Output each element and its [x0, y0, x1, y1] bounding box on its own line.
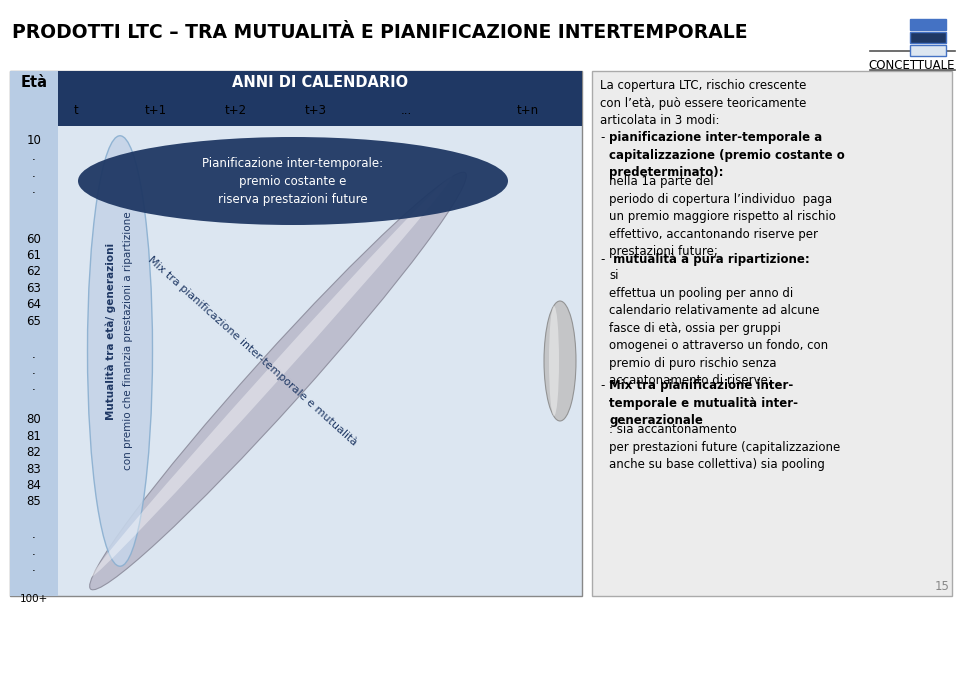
Text: t+2: t+2 — [225, 104, 247, 117]
Text: 100+: 100+ — [20, 594, 48, 604]
Text: 84: 84 — [27, 479, 41, 492]
Ellipse shape — [91, 176, 453, 577]
Text: 83: 83 — [27, 462, 41, 475]
Bar — [58, 71, 582, 126]
Text: t+3: t+3 — [305, 104, 327, 117]
Bar — [910, 32, 946, 43]
Text: t+n: t+n — [516, 104, 540, 117]
Text: 81: 81 — [27, 430, 41, 443]
Text: : sia accantonamento
per prestazioni future (capitalizzazione
anche su base coll: : sia accantonamento per prestazioni fut… — [609, 423, 840, 471]
Ellipse shape — [544, 301, 576, 421]
Text: nella 1a parte del
periodo di copertura l’individuo  paga
un premio maggiore ris: nella 1a parte del periodo di copertura … — [609, 175, 836, 258]
Text: 61: 61 — [27, 249, 41, 262]
Text: .: . — [32, 183, 36, 196]
Text: .: . — [32, 529, 36, 541]
Text: 80: 80 — [27, 413, 41, 426]
Text: t+1: t+1 — [145, 104, 167, 117]
Bar — [592, 71, 952, 596]
Text: .: . — [32, 151, 36, 164]
Bar — [10, 71, 58, 596]
Text: 62: 62 — [27, 265, 41, 278]
Text: Mix tra pianificazione inter-
temporale e mutualità inter-
generazionale: Mix tra pianificazione inter- temporale … — [609, 379, 798, 427]
Text: La copertura LTC, rischio crescente
con l’età, può essere teoricamente
articolat: La copertura LTC, rischio crescente con … — [600, 79, 806, 127]
Text: ANNI DI CALENDARIO: ANNI DI CALENDARIO — [232, 75, 408, 90]
Text: .: . — [32, 561, 36, 574]
Ellipse shape — [87, 135, 153, 566]
Text: .: . — [32, 364, 36, 377]
Text: Età: Età — [20, 75, 47, 90]
Text: mutualità a pura ripartizione:: mutualità a pura ripartizione: — [609, 253, 809, 266]
Text: 10: 10 — [27, 134, 41, 147]
Text: si
effettua un pooling per anno di
calendario relativamente ad alcune
fasce di e: si effettua un pooling per anno di calen… — [609, 269, 828, 387]
Text: Mix tra pianificazione inter-temporale e mutualità: Mix tra pianificazione inter-temporale e… — [147, 254, 360, 448]
Text: pianificazione inter-temporale a
capitalizzazione (premio costante o
predetermin: pianificazione inter-temporale a capital… — [609, 131, 845, 179]
Text: 82: 82 — [27, 446, 41, 459]
Text: ...: ... — [400, 104, 412, 117]
Text: 65: 65 — [27, 314, 41, 328]
Ellipse shape — [549, 306, 559, 416]
Text: Mutualità tra età/ generazioni: Mutualità tra età/ generazioni — [106, 243, 116, 419]
Bar — [10, 71, 582, 596]
Ellipse shape — [78, 137, 508, 225]
Text: .: . — [32, 167, 36, 180]
Ellipse shape — [89, 172, 467, 590]
Text: -: - — [600, 253, 605, 266]
Text: con premio che finanzia prestazioni a ripartizione: con premio che finanzia prestazioni a ri… — [123, 211, 133, 471]
Text: -: - — [600, 379, 605, 392]
Text: 64: 64 — [27, 299, 41, 311]
Bar — [910, 45, 946, 56]
Text: CONCETTUALE: CONCETTUALE — [869, 59, 955, 72]
Text: .: . — [32, 545, 36, 558]
Text: 85: 85 — [27, 495, 41, 509]
Text: Pianificazione inter-temporale:
premio costante e
riserva prestazioni future: Pianificazione inter-temporale: premio c… — [203, 156, 384, 205]
Text: 60: 60 — [27, 233, 41, 245]
Bar — [910, 19, 946, 30]
Text: t: t — [74, 104, 79, 117]
Text: PRODOTTI LTC – TRA MUTUALITÀ E PIANIFICAZIONE INTERTEMPORALE: PRODOTTI LTC – TRA MUTUALITÀ E PIANIFICA… — [12, 23, 748, 42]
Text: 15: 15 — [935, 580, 950, 593]
Text: .: . — [32, 348, 36, 361]
Text: .: . — [32, 381, 36, 393]
Text: 63: 63 — [27, 282, 41, 295]
Text: -: - — [600, 131, 605, 144]
